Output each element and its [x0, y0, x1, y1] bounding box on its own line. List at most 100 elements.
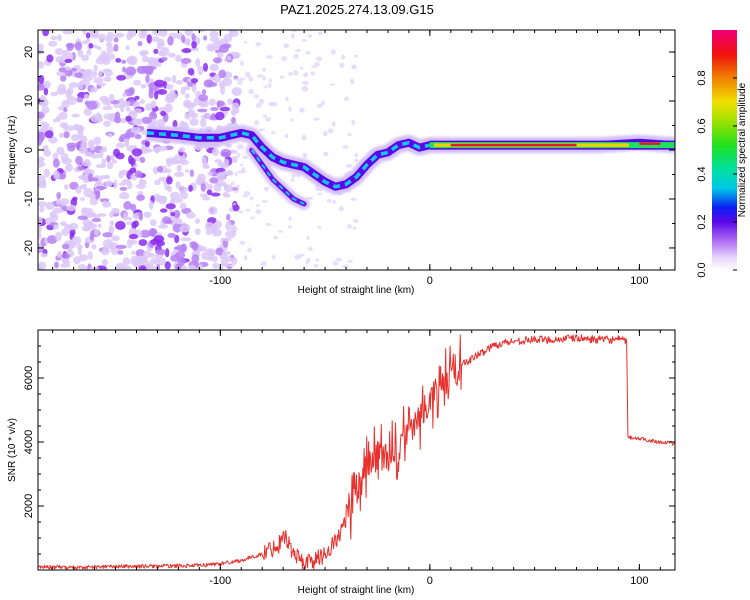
spectrogram-speckle	[40, 121, 48, 131]
spectrogram-speckle	[112, 103, 123, 109]
spectrogram-speckle	[77, 166, 86, 171]
spectrogram-speckle	[154, 148, 160, 154]
spectrogram-speckle	[121, 100, 131, 108]
spectrogram-speckle	[143, 250, 151, 259]
spectrogram-speckle	[67, 86, 74, 96]
spectrogram-speckle	[50, 35, 58, 40]
spectrogram-speckle	[354, 54, 359, 58]
spectrogram-speckle	[231, 116, 236, 124]
spectrogram-speckle	[71, 67, 77, 72]
spectrogram-speckle	[236, 144, 244, 150]
spectrogram-speckle	[211, 147, 219, 157]
spectrogram-speckle	[133, 108, 142, 114]
spectrogram-speckle	[38, 180, 44, 189]
spectrogram-speckle	[180, 86, 186, 96]
spectrogram-speckle	[118, 182, 127, 186]
spectrogram-speckle	[56, 146, 65, 156]
spectrogram-x-tick-label: 100	[630, 275, 648, 287]
spectrogram-speckle	[225, 221, 232, 231]
spectrogram-speckle	[156, 38, 165, 48]
spectrogram-speckle	[152, 166, 159, 175]
spectrogram-speckle	[62, 259, 70, 265]
spectrogram-speckle	[227, 98, 233, 105]
spectrogram-speckle	[215, 111, 225, 121]
spectrogram-speckle	[88, 192, 96, 199]
spectrogram-speckle	[305, 259, 310, 265]
spectrogram-speckle	[74, 125, 85, 132]
spectrogram-speckle	[184, 112, 191, 120]
spectrogram-speckle	[87, 212, 97, 218]
spectrogram-speckle	[83, 93, 90, 100]
spectrogram-speckle	[38, 160, 46, 168]
spectrogram-speckle	[235, 184, 240, 189]
spectrogram-speckle	[109, 220, 115, 226]
spectrogram-speckle	[306, 235, 310, 241]
spectrogram-speckle	[78, 80, 84, 90]
spectrogram-speckle	[115, 244, 127, 249]
spectrogram-speckle	[66, 96, 77, 106]
spectrogram-speckle	[158, 176, 167, 182]
spectrogram-speckle	[153, 235, 165, 243]
spectrogram-speckle	[154, 253, 163, 259]
spectrogram-speckle	[191, 40, 197, 49]
spectrogram-speckle	[111, 159, 117, 164]
spectrogram-speckle	[223, 33, 233, 43]
spectrogram-speckle	[113, 179, 118, 189]
spectrogram-speckle	[62, 30, 74, 35]
spectrogram-speckle	[104, 174, 110, 179]
spectrogram-speckle	[103, 113, 115, 120]
spectrogram-speckle	[262, 67, 266, 72]
spectrogram-speckle	[53, 224, 59, 230]
spectrogram-speckle	[94, 190, 101, 200]
spectrogram-speckle	[228, 264, 235, 268]
spectrogram-speckle	[184, 93, 190, 99]
spectrogram-speckle	[282, 44, 290, 48]
spectrogram-speckle	[161, 56, 168, 62]
spectrogram-speckle	[185, 211, 196, 219]
spectrogram-speckle	[342, 145, 349, 149]
spectrogram-speckle	[165, 219, 174, 225]
spectrogram-content	[38, 30, 675, 270]
spectrogram-speckle	[167, 36, 174, 46]
spectrogram-speckle	[99, 198, 110, 203]
spectrogram-speckle	[128, 154, 134, 165]
spectrogram-speckle	[56, 250, 62, 259]
spectrogram-speckle	[332, 199, 336, 204]
spectrogram-speckle	[38, 201, 47, 207]
spectrogram-speckle	[210, 192, 221, 197]
spectrogram-speckle	[262, 75, 266, 81]
spectrogram-speckle	[301, 134, 307, 141]
spectrogram-speckle	[110, 235, 120, 242]
spectrogram-speckle	[194, 218, 201, 224]
spectrogram-speckle	[46, 54, 54, 63]
spectrogram-speckle	[63, 123, 69, 131]
spectrogram-speckle	[86, 100, 98, 110]
spectrogram-speckle	[116, 74, 126, 81]
spectrogram-speckle	[295, 173, 302, 178]
spectrogram-speckle	[148, 111, 158, 121]
spectrogram-speckle	[330, 49, 336, 55]
spectrogram-y-tick-label: 0	[23, 147, 35, 153]
spectrogram-speckle	[249, 196, 254, 201]
spectrogram-speckle	[61, 228, 70, 236]
spectrogram-speckle	[93, 136, 101, 146]
spectrogram-speckle	[327, 199, 332, 203]
spectrogram-speckle	[247, 247, 252, 253]
snr-ticks: -100 0 100 2000 4000 6000	[23, 329, 675, 587]
spectrogram-speckle	[164, 248, 170, 258]
spectrogram-speckle	[38, 174, 46, 182]
spectrogram-speckle	[175, 79, 184, 85]
colorbar-gradient	[712, 30, 737, 270]
spectrogram-speckle	[314, 62, 320, 67]
spectrogram-speckle	[145, 74, 150, 84]
spectrogram-speckle	[76, 243, 83, 250]
snr-x-tick-label: 100	[630, 575, 648, 587]
spectrogram-speckle	[98, 82, 106, 87]
spectrogram-speckle	[184, 101, 193, 107]
spectrogram-speckle	[294, 48, 301, 52]
spectrogram-speckle	[138, 211, 143, 221]
spectrogram-speckle	[52, 207, 64, 214]
spectrogram-speckle	[215, 247, 224, 256]
spectrogram-speckle	[225, 256, 232, 262]
